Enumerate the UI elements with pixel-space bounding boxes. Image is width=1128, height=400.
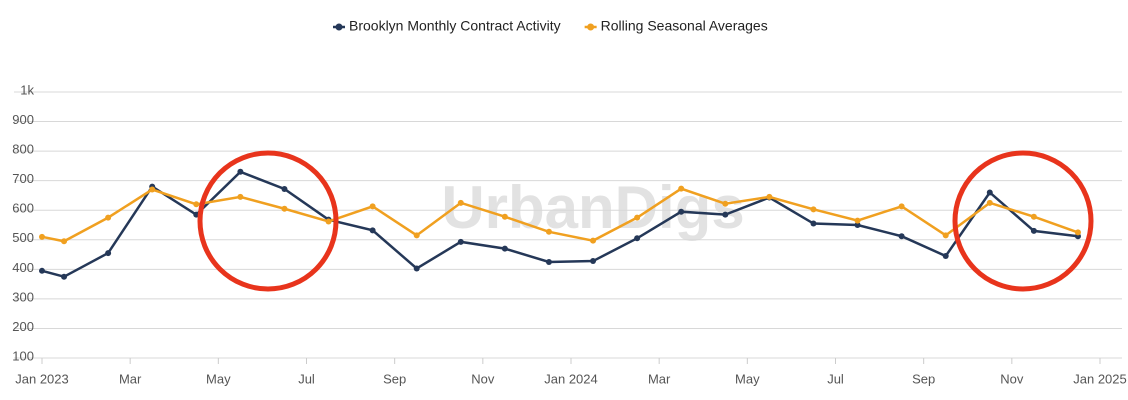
legend-marker	[587, 23, 595, 31]
y-tick-label: 200	[12, 319, 34, 334]
data-point	[986, 189, 993, 196]
data-point	[1030, 227, 1037, 234]
data-point	[501, 213, 508, 220]
y-tick-label: 900	[12, 112, 34, 127]
data-point	[105, 214, 112, 221]
data-point	[457, 199, 464, 206]
data-point	[810, 206, 817, 213]
x-tick-label: Jan 2023	[15, 371, 69, 386]
data-point	[105, 250, 112, 257]
y-tick-label: 1k	[20, 82, 34, 97]
data-point	[766, 193, 773, 200]
data-point	[942, 253, 949, 260]
x-tick-label: Jul	[827, 371, 844, 386]
y-tick-label: 300	[12, 289, 34, 304]
x-tick-label: Mar	[119, 371, 142, 386]
data-point	[634, 214, 641, 221]
data-point	[986, 199, 993, 206]
x-tick-label: Jan 2024	[544, 371, 598, 386]
data-point	[898, 233, 905, 240]
data-point	[545, 258, 552, 265]
data-point	[39, 233, 45, 240]
x-tick-label: Jul	[298, 371, 315, 386]
data-point	[810, 220, 817, 227]
y-tick-label: 700	[12, 171, 34, 186]
data-point	[413, 232, 420, 239]
x-tick-label: Nov	[1000, 371, 1024, 386]
data-point	[590, 237, 597, 244]
data-point	[149, 186, 156, 193]
highlight-circle	[952, 150, 1094, 292]
x-tick-label: Jan 2025	[1073, 371, 1127, 386]
data-point	[722, 211, 729, 218]
y-tick-label: 100	[12, 348, 34, 363]
data-point	[854, 222, 861, 228]
data-point	[1030, 213, 1037, 220]
data-point	[501, 245, 508, 252]
data-point	[722, 200, 729, 207]
data-point	[942, 232, 949, 239]
x-tick-label: Sep	[383, 371, 406, 386]
data-point	[545, 228, 552, 235]
legend-marker	[335, 23, 343, 31]
x-tick-label: Mar	[648, 371, 671, 386]
data-point	[39, 267, 45, 274]
data-point	[237, 193, 244, 200]
data-point	[634, 235, 641, 242]
y-tick-label: 500	[12, 230, 34, 245]
x-tick-label: Sep	[912, 371, 935, 386]
data-point	[281, 205, 288, 212]
data-point	[61, 273, 68, 280]
x-tick-label: May	[206, 371, 231, 386]
legend-label: Brooklyn Monthly Contract Activity	[349, 18, 561, 34]
data-point	[369, 227, 376, 234]
data-point	[1074, 229, 1081, 236]
data-point	[237, 168, 244, 175]
y-tick-label: 400	[12, 260, 34, 275]
data-point	[678, 185, 685, 192]
data-point	[369, 203, 376, 210]
data-point	[590, 258, 597, 265]
data-point	[61, 238, 68, 245]
data-point	[854, 217, 861, 224]
x-tick-label: Nov	[471, 371, 495, 386]
data-point	[325, 218, 332, 225]
watermark: UrbanDigs	[441, 174, 744, 241]
legend-label: Rolling Seasonal Averages	[601, 18, 768, 34]
y-tick-label: 800	[12, 142, 34, 157]
y-tick-label: 600	[12, 201, 34, 216]
data-point	[281, 185, 288, 192]
data-point	[457, 238, 464, 245]
highlight-circle	[197, 150, 339, 292]
data-point	[413, 265, 420, 272]
data-point	[193, 201, 200, 208]
data-point	[678, 208, 685, 215]
x-tick-label: May	[735, 371, 760, 386]
data-point	[898, 203, 905, 210]
